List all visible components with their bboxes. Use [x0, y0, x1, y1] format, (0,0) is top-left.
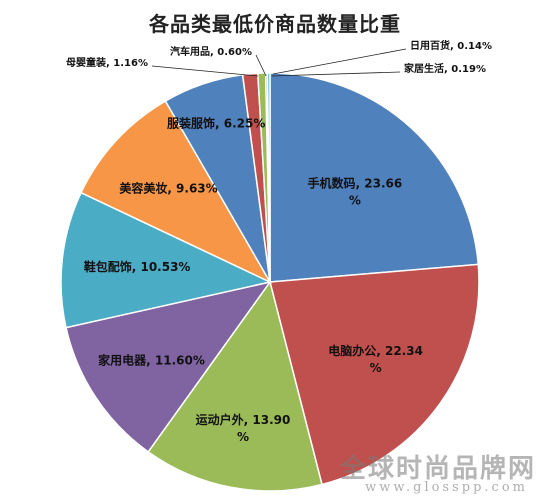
- leader-line-9: [255, 54, 267, 77]
- slice-label-5: 鞋包配饰, 10.53%: [84, 259, 191, 274]
- pie-slice-3: [147, 280, 323, 492]
- leader-line-10: [272, 48, 407, 75]
- slice-label-9: 汽车用品, 0.60%: [170, 45, 252, 58]
- slice-label-11: 家居生活, 0.19%: [404, 62, 486, 75]
- slice-label-6: 美容美妆, 9.63%: [119, 181, 217, 196]
- leader-line-8: [151, 65, 259, 77]
- slice-label-1: 手机数码, 23.66%: [308, 176, 403, 208]
- pie-slice-4: [65, 280, 272, 453]
- watermark-site-name: 全球时尚品牌网: [339, 454, 536, 484]
- slice-label-8: 母婴童装, 1.16%: [66, 56, 148, 69]
- chart-title: 各品类最低价商品数量比重: [149, 12, 401, 36]
- pie-slice-2: [269, 263, 480, 486]
- slice-label-2: 电脑办公, 22.34%: [328, 343, 423, 375]
- pie-slice-6: [80, 100, 272, 284]
- pie-slice-1: [269, 72, 480, 283]
- slice-label-10: 日用百货, 0.14%: [410, 39, 492, 52]
- pie-slice-5: [60, 191, 273, 329]
- pie-slice-11: [266, 72, 271, 283]
- slice-label-4: 家用电器, 11.60%: [98, 352, 205, 367]
- watermark-url: www.glosspp.com: [365, 480, 528, 495]
- slice-label-7: 服装服饰, 6.25%: [167, 116, 265, 131]
- leader-line-11: [271, 71, 401, 77]
- slice-label-3: 运动户外, 13.90%: [196, 412, 291, 444]
